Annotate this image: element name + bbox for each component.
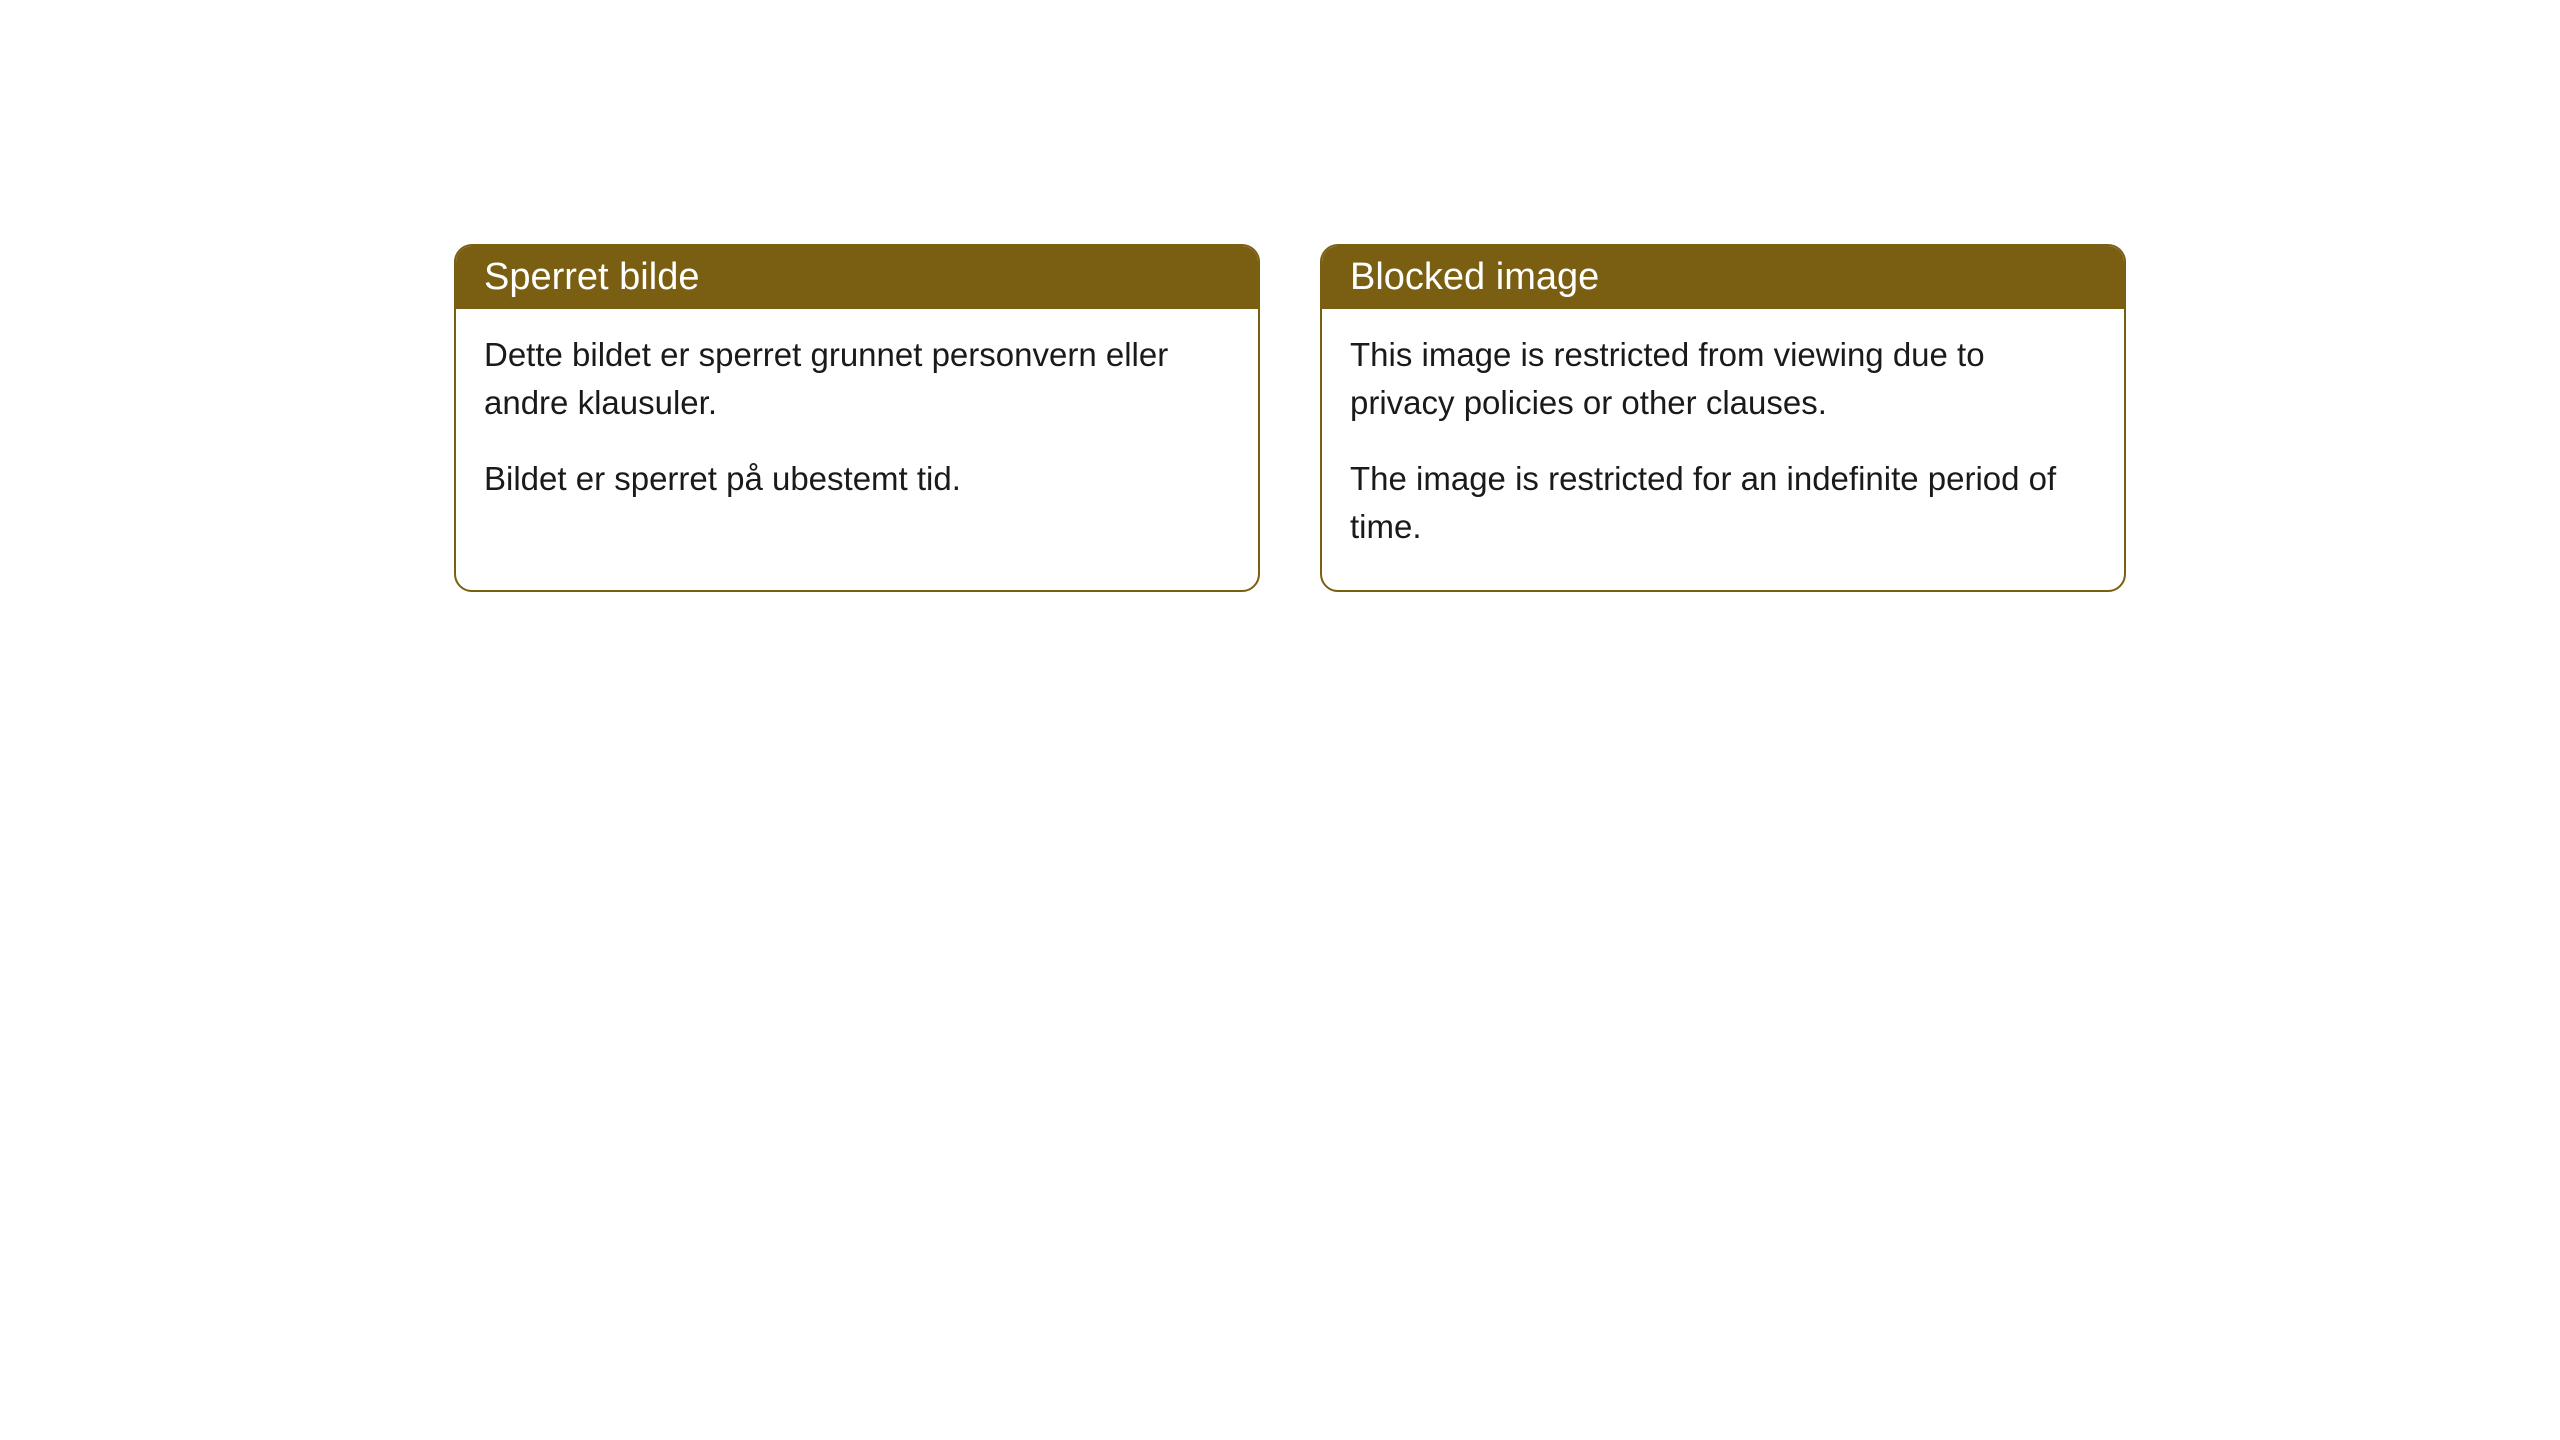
notice-body-norwegian: Dette bildet er sperret grunnet personve… bbox=[456, 309, 1258, 543]
notice-card-norwegian: Sperret bilde Dette bildet er sperret gr… bbox=[454, 244, 1260, 592]
notice-paragraph-2-english: The image is restricted for an indefinit… bbox=[1350, 455, 2096, 551]
notice-card-english: Blocked image This image is restricted f… bbox=[1320, 244, 2126, 592]
notice-header-norwegian: Sperret bilde bbox=[456, 246, 1258, 309]
notice-paragraph-1-norwegian: Dette bildet er sperret grunnet personve… bbox=[484, 331, 1230, 427]
notice-header-english: Blocked image bbox=[1322, 246, 2124, 309]
notice-paragraph-1-english: This image is restricted from viewing du… bbox=[1350, 331, 2096, 427]
notice-paragraph-2-norwegian: Bildet er sperret på ubestemt tid. bbox=[484, 455, 1230, 503]
notice-container: Sperret bilde Dette bildet er sperret gr… bbox=[0, 0, 2560, 592]
notice-body-english: This image is restricted from viewing du… bbox=[1322, 309, 2124, 590]
